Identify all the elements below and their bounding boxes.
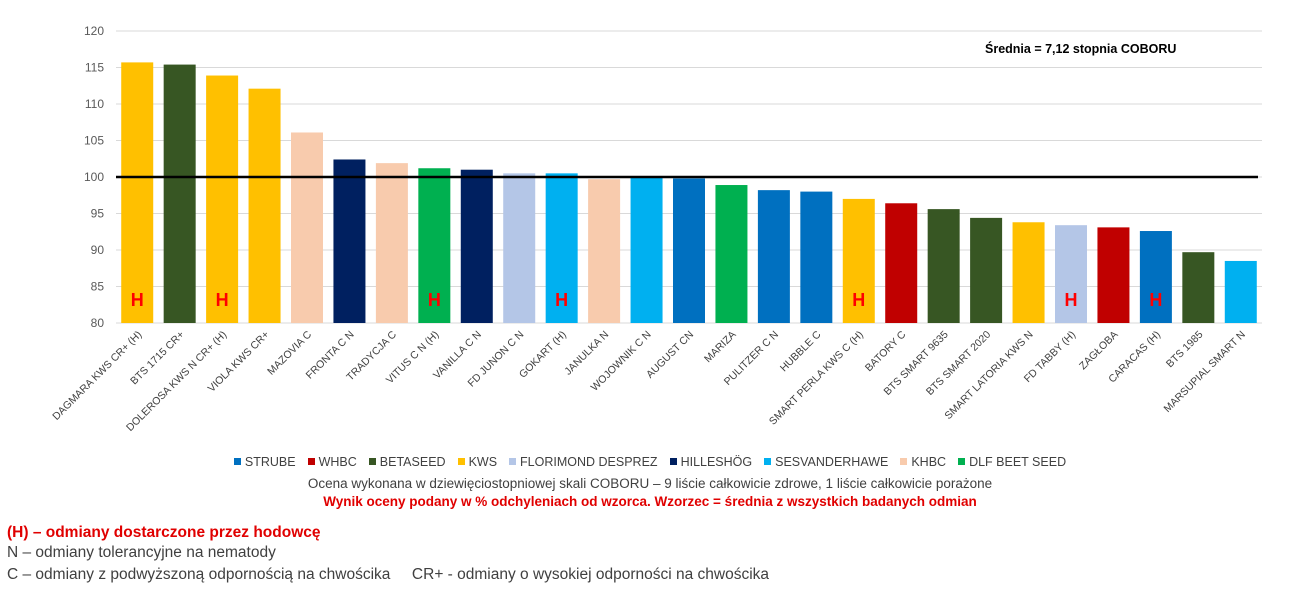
y-tick-label: 115 — [85, 61, 104, 75]
legend-label: DLF BEET SEED — [969, 455, 1067, 469]
bar — [375, 163, 408, 323]
bar-h-marker: H — [1065, 290, 1078, 310]
bar-h-marker: H — [428, 290, 441, 310]
legend-item: SESVANDERHAWE — [764, 455, 888, 469]
x-tick-label: MARSUPIAL SMART N — [1162, 329, 1248, 415]
y-tick-label: 90 — [91, 243, 105, 257]
bar — [1055, 225, 1087, 323]
y-tick-label: 95 — [91, 207, 105, 221]
bar — [1012, 222, 1045, 323]
footnote-c: C – odmiany z podwyższoną odpornością na… — [7, 566, 770, 583]
legend-swatch — [307, 458, 315, 465]
average-annotation: Średnia = 7,12 stopnia COBORU — [985, 41, 1176, 56]
y-tick-label: 100 — [84, 170, 104, 184]
bar — [248, 88, 281, 323]
legend-label: STRUBE — [244, 455, 296, 469]
legend-item: STRUBE — [233, 455, 296, 469]
bar-h-marker: H — [852, 290, 865, 310]
bar — [206, 75, 239, 323]
bar — [121, 62, 154, 323]
y-tick-label: 105 — [84, 134, 104, 148]
legend-label: HILLESHÖG — [680, 455, 753, 469]
bar — [291, 132, 323, 323]
bar — [757, 190, 790, 323]
legend-swatch — [669, 458, 677, 465]
legend-swatch — [900, 458, 908, 465]
legend-item: KWS — [457, 455, 498, 469]
bar — [1182, 252, 1215, 323]
bar-h-marker: H — [131, 290, 144, 310]
bar-h-marker: H — [555, 290, 568, 310]
bar — [1224, 260, 1257, 323]
bar — [715, 185, 748, 323]
bar — [885, 203, 918, 323]
legend-label: SESVANDERHAWE — [775, 455, 889, 469]
bar — [800, 191, 833, 323]
y-tick-label: 120 — [84, 24, 104, 38]
y-tick-label: 110 — [85, 97, 104, 111]
bar — [163, 64, 196, 323]
result-note: Wynik oceny podany w % odchyleniach od w… — [323, 494, 977, 509]
legend-item: KHBC — [900, 455, 946, 469]
x-tick-label: BATORY C — [863, 328, 909, 374]
y-tick-label: 80 — [91, 316, 105, 330]
bar — [673, 178, 705, 323]
bar-h-marker: H — [1149, 290, 1162, 310]
x-tick-label: HUBBLE C — [778, 328, 824, 374]
legend-label: KHBC — [911, 455, 947, 469]
bar — [503, 173, 536, 323]
x-tick-label: ZAGŁOBA — [1077, 329, 1121, 373]
bar — [545, 173, 578, 323]
legend-label: FLORIMOND DESPREZ — [520, 455, 658, 469]
scale-note: Ocena wykonana w dziewięciostopniowej sk… — [307, 476, 993, 491]
legend-item: BETASEED — [368, 455, 446, 469]
bar — [927, 209, 960, 323]
legend-swatch — [368, 458, 376, 465]
legend-item: FLORIMOND DESPREZ — [509, 455, 658, 469]
legend-label: WHBC — [318, 455, 357, 469]
footnote-h: (H) – odmiany dostarczone przez hodowcę — [7, 524, 321, 541]
bar — [842, 198, 875, 323]
legend-swatch — [764, 458, 772, 465]
legend-item: WHBC — [307, 455, 357, 469]
bar — [970, 217, 1003, 323]
legend-item: HILLESHÖG — [669, 455, 753, 469]
bar — [1097, 227, 1130, 323]
bar — [460, 169, 493, 323]
bar-h-marker: H — [216, 290, 229, 310]
bar — [418, 168, 451, 323]
legend-swatch — [233, 458, 241, 465]
footnote-n: N – odmiany tolerancyjne na nematody — [7, 544, 276, 561]
bar — [333, 159, 366, 323]
bar — [1139, 231, 1172, 323]
legend-swatch — [958, 458, 966, 465]
x-tick-label: MARIZA — [702, 329, 739, 366]
bar — [588, 179, 621, 323]
x-tick-label: BTS 1985 — [1164, 329, 1206, 371]
bar — [630, 176, 663, 323]
legend-item: DLF BEET SEED — [958, 455, 1066, 469]
legend-label: BETASEED — [379, 455, 446, 469]
legend-swatch — [509, 458, 517, 465]
legend-swatch — [457, 458, 465, 465]
legend-label: KWS — [468, 455, 498, 469]
y-tick-label: 85 — [91, 280, 105, 294]
chart-legend: STRUBE WHBC BETASEED KWS FLORIMOND DESPREZ HI… — [0, 455, 1300, 469]
